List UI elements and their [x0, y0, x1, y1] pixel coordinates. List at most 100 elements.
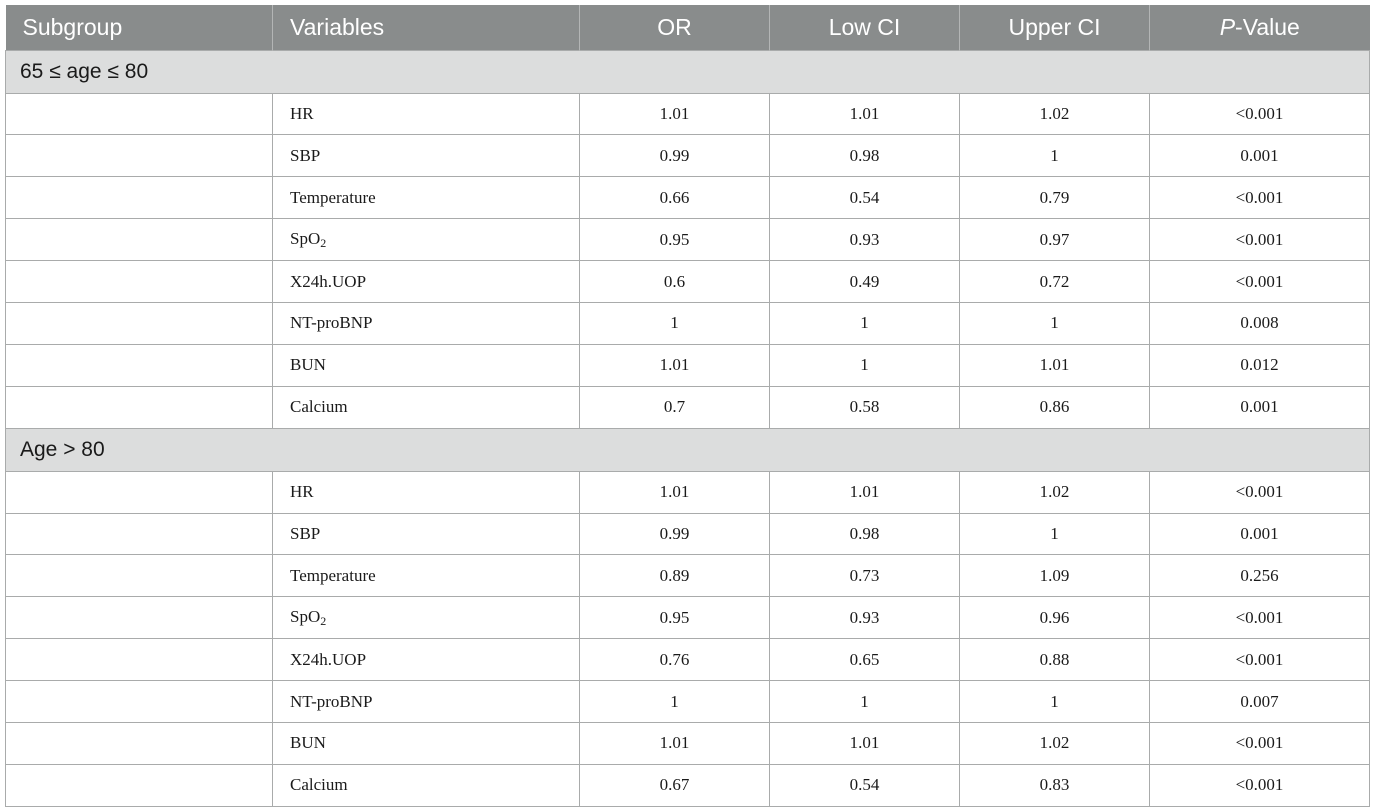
subgroup-blank-cell [5, 134, 273, 178]
low-ci-cell: 1 [769, 343, 960, 387]
upper-ci-cell: 0.86 [959, 385, 1150, 429]
subgroup-blank-cell [5, 596, 273, 640]
subgroup-blank-cell [5, 470, 273, 514]
header-variables: Variables [272, 5, 580, 50]
variable-cell: SpO2 [272, 218, 580, 262]
p-value-cell: 0.001 [1149, 385, 1370, 429]
table-row: Temperature 0.89 0.73 1.09 0.256 [5, 554, 1370, 598]
subgroup-blank-cell [5, 218, 273, 262]
low-ci-cell: 0.49 [769, 260, 960, 303]
low-ci-cell: 0.54 [769, 763, 960, 807]
or-cell: 1 [579, 301, 770, 345]
subgroup-blank-cell [5, 638, 273, 682]
variable-name: BUN [290, 355, 326, 375]
variable-name: X24h.UOP [290, 271, 367, 291]
header-low-ci: Low CI [769, 5, 960, 50]
table-row: SBP 0.99 0.98 1 0.001 [5, 134, 1370, 178]
low-ci-cell: 1 [769, 301, 960, 345]
variable-cell: NT-proBNP [272, 680, 580, 723]
table-row: Calcium 0.7 0.58 0.86 0.001 [5, 385, 1370, 429]
variable-cell: X24h.UOP [272, 638, 580, 682]
variable-name: Temperature [290, 565, 376, 585]
or-cell: 0.99 [579, 512, 770, 556]
or-cell: 1 [579, 680, 770, 723]
header-or: OR [579, 5, 770, 50]
upper-ci-cell: 0.88 [959, 638, 1150, 682]
or-cell: 0.89 [579, 554, 770, 598]
upper-ci-cell: 1.09 [959, 554, 1150, 598]
upper-ci-cell: 1.01 [959, 343, 1150, 387]
variable-name: HR [290, 103, 314, 123]
subgroup-label: 65 ≤ age ≤ 80 [5, 49, 1370, 94]
table-row: X24h.UOP 0.76 0.65 0.88 <0.001 [5, 638, 1370, 682]
variable-name: NT-proBNP [290, 313, 373, 333]
variable-cell: BUN [272, 343, 580, 387]
p-value-cell: <0.001 [1149, 638, 1370, 682]
p-value-cell: <0.001 [1149, 92, 1370, 136]
subgroup-blank-cell [5, 512, 273, 556]
header-p-rest: -Value [1235, 13, 1300, 40]
variable-cell: HR [272, 92, 580, 136]
or-cell: 0.95 [579, 596, 770, 640]
subgroup-blank-cell [5, 554, 273, 598]
subgroup-odds-ratio-table: Subgroup Variables OR Low CI Upper CI P-… [5, 5, 1370, 807]
variable-name: SpO [290, 228, 321, 248]
low-ci-cell: 0.73 [769, 554, 960, 598]
or-cell: 1.01 [579, 343, 770, 387]
upper-ci-cell: 1.02 [959, 92, 1150, 136]
or-cell: 1.01 [579, 470, 770, 514]
p-value-cell: 0.256 [1149, 554, 1370, 598]
table-row: BUN 1.01 1 1.01 0.012 [5, 343, 1370, 387]
subgroup-row: Age > 80 [5, 427, 1370, 472]
subgroup-blank-cell [5, 92, 273, 136]
table-row: SpO2 0.95 0.93 0.96 <0.001 [5, 596, 1370, 640]
upper-ci-cell: 1 [959, 680, 1150, 723]
upper-ci-cell: 0.97 [959, 218, 1150, 262]
or-cell: 0.7 [579, 385, 770, 429]
variable-name: HR [290, 482, 314, 502]
variable-name: Calcium [290, 397, 348, 417]
upper-ci-cell: 1 [959, 134, 1150, 178]
upper-ci-cell: 0.83 [959, 763, 1150, 807]
subgroup-blank-cell [5, 721, 273, 765]
variable-name: X24h.UOP [290, 649, 367, 669]
variable-cell: Calcium [272, 385, 580, 429]
p-value-cell: <0.001 [1149, 763, 1370, 807]
table-row: Temperature 0.66 0.54 0.79 <0.001 [5, 176, 1370, 220]
or-cell: 0.6 [579, 260, 770, 303]
low-ci-cell: 1.01 [769, 470, 960, 514]
table-row: SBP 0.99 0.98 1 0.001 [5, 512, 1370, 556]
variable-cell: Temperature [272, 554, 580, 598]
upper-ci-cell: 0.72 [959, 260, 1150, 303]
low-ci-cell: 0.93 [769, 596, 960, 640]
variable-subscript: 2 [320, 613, 327, 628]
subgroup-blank-cell [5, 763, 273, 807]
variable-cell: SBP [272, 134, 580, 178]
variable-name: Calcium [290, 775, 348, 795]
p-value-cell: <0.001 [1149, 470, 1370, 514]
variable-name: SBP [290, 145, 321, 165]
p-value-cell: 0.012 [1149, 343, 1370, 387]
header-p-value: P-Value [1149, 5, 1370, 50]
header-p-italic: P [1219, 13, 1236, 40]
low-ci-cell: 0.58 [769, 385, 960, 429]
subgroup-blank-cell [5, 260, 273, 303]
upper-ci-cell: 1 [959, 512, 1150, 556]
table-row: X24h.UOP 0.6 0.49 0.72 <0.001 [5, 260, 1370, 303]
or-cell: 0.95 [579, 218, 770, 262]
table-row: HR 1.01 1.01 1.02 <0.001 [5, 92, 1370, 136]
low-ci-cell: 0.98 [769, 512, 960, 556]
header-row: Subgroup Variables OR Low CI Upper CI P-… [5, 5, 1370, 50]
table-row: NT-proBNP 1 1 1 0.008 [5, 301, 1370, 345]
subgroup-blank-cell [5, 301, 273, 345]
table-row: Calcium 0.67 0.54 0.83 <0.001 [5, 763, 1370, 807]
table-row: BUN 1.01 1.01 1.02 <0.001 [5, 721, 1370, 765]
or-cell: 1.01 [579, 92, 770, 136]
variable-name: BUN [290, 733, 326, 753]
low-ci-cell: 0.65 [769, 638, 960, 682]
p-value-cell: 0.001 [1149, 134, 1370, 178]
variable-cell: SpO2 [272, 596, 580, 640]
or-cell: 0.76 [579, 638, 770, 682]
upper-ci-cell: 1 [959, 301, 1150, 345]
p-value-cell: <0.001 [1149, 596, 1370, 640]
